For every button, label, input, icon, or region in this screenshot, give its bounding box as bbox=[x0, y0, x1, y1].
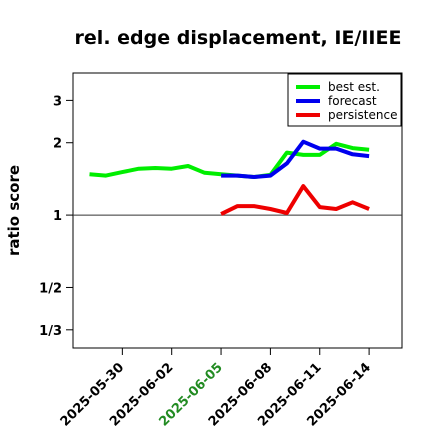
y-axis-label: ratio score bbox=[5, 165, 23, 256]
y-tick-label: 1 bbox=[53, 209, 62, 224]
x-axis: 2025-05-302025-06-022025-06-052025-06-08… bbox=[58, 348, 374, 430]
legend-label: best est. bbox=[328, 80, 380, 94]
legend-label: persistence bbox=[328, 108, 397, 122]
series-line-forecast bbox=[221, 139, 370, 179]
y-tick-label: 2 bbox=[53, 137, 62, 152]
legend-label: forecast bbox=[328, 94, 377, 108]
y-tick-label: 1/2 bbox=[39, 281, 62, 296]
plot-frame bbox=[72, 72, 403, 349]
chart-title: rel. edge displacement, IE/IIEE bbox=[75, 27, 402, 49]
series-layer bbox=[89, 139, 370, 216]
y-tick-label: 1/3 bbox=[39, 324, 62, 339]
y-tick-label: 3 bbox=[53, 94, 62, 109]
y-axis: 1/3 1/2 1 2 3 bbox=[39, 94, 73, 339]
series-line-persistence bbox=[220, 184, 370, 216]
